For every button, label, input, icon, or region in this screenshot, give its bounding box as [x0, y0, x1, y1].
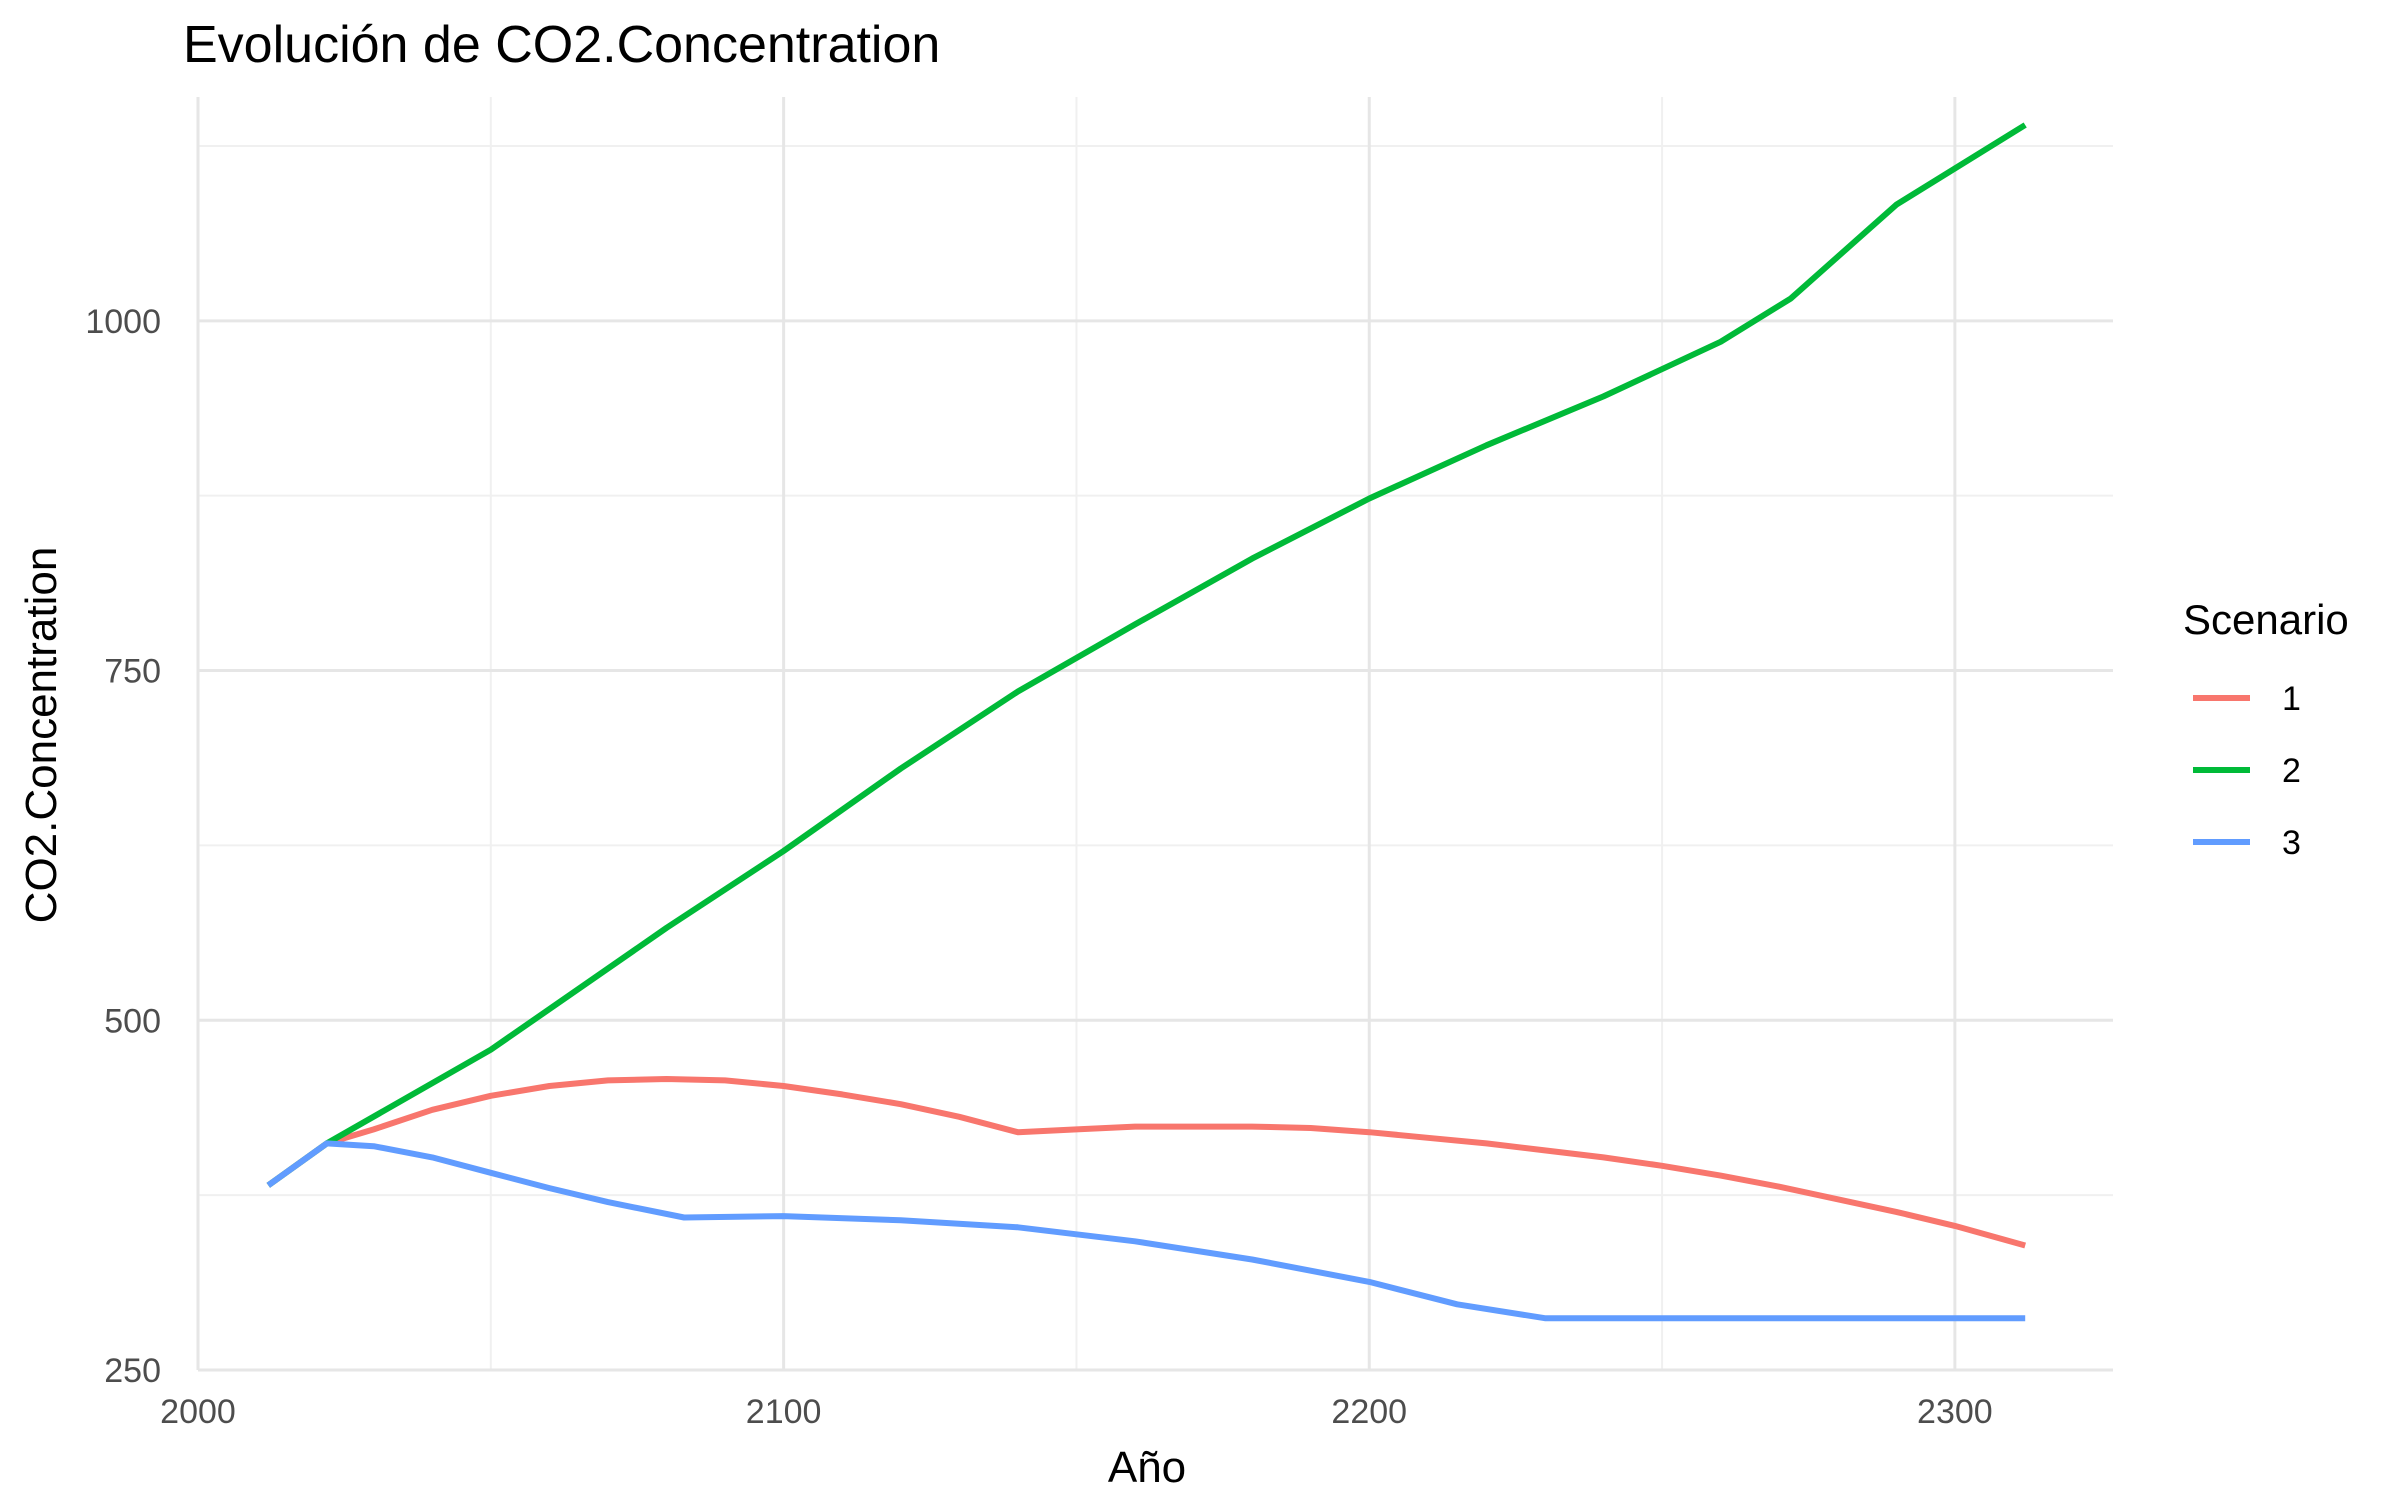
grid-layer: [196, 97, 2113, 1372]
series-line-3: [266, 1140, 2026, 1322]
series-layer: [266, 122, 2027, 1322]
series-line-2: [266, 122, 2027, 1188]
x-axis-ticks: 2000 2100 2200 2300: [160, 1393, 1993, 1431]
y-axis-ticks: 250 500 750 1000: [85, 303, 161, 1390]
x-tick-label-2: 2200: [1331, 1393, 1407, 1431]
y-tick-label-1: 500: [104, 1002, 161, 1040]
x-tick-label-3: 2300: [1917, 1393, 1993, 1431]
x-tick-label-0: 2000: [160, 1393, 236, 1431]
x-tick-label-1: 2100: [746, 1393, 822, 1431]
legend-label-2: 2: [2282, 752, 2301, 790]
x-axis-title: Año: [1108, 1443, 1186, 1492]
y-tick-label-2: 750: [104, 653, 161, 691]
y-axis-title: CO2.Concentration: [17, 547, 66, 924]
legend: Scenario 1 2 3: [2183, 596, 2349, 862]
y-tick-label-0: 250: [104, 1352, 161, 1390]
series-line-1: [266, 1076, 2027, 1249]
legend-label-3: 3: [2282, 824, 2301, 862]
y-tick-label-3: 1000: [85, 303, 161, 341]
chart-title: Evolución de CO2.Concentration: [183, 16, 940, 74]
legend-title: Scenario: [2183, 596, 2349, 643]
legend-label-1: 1: [2282, 680, 2301, 718]
